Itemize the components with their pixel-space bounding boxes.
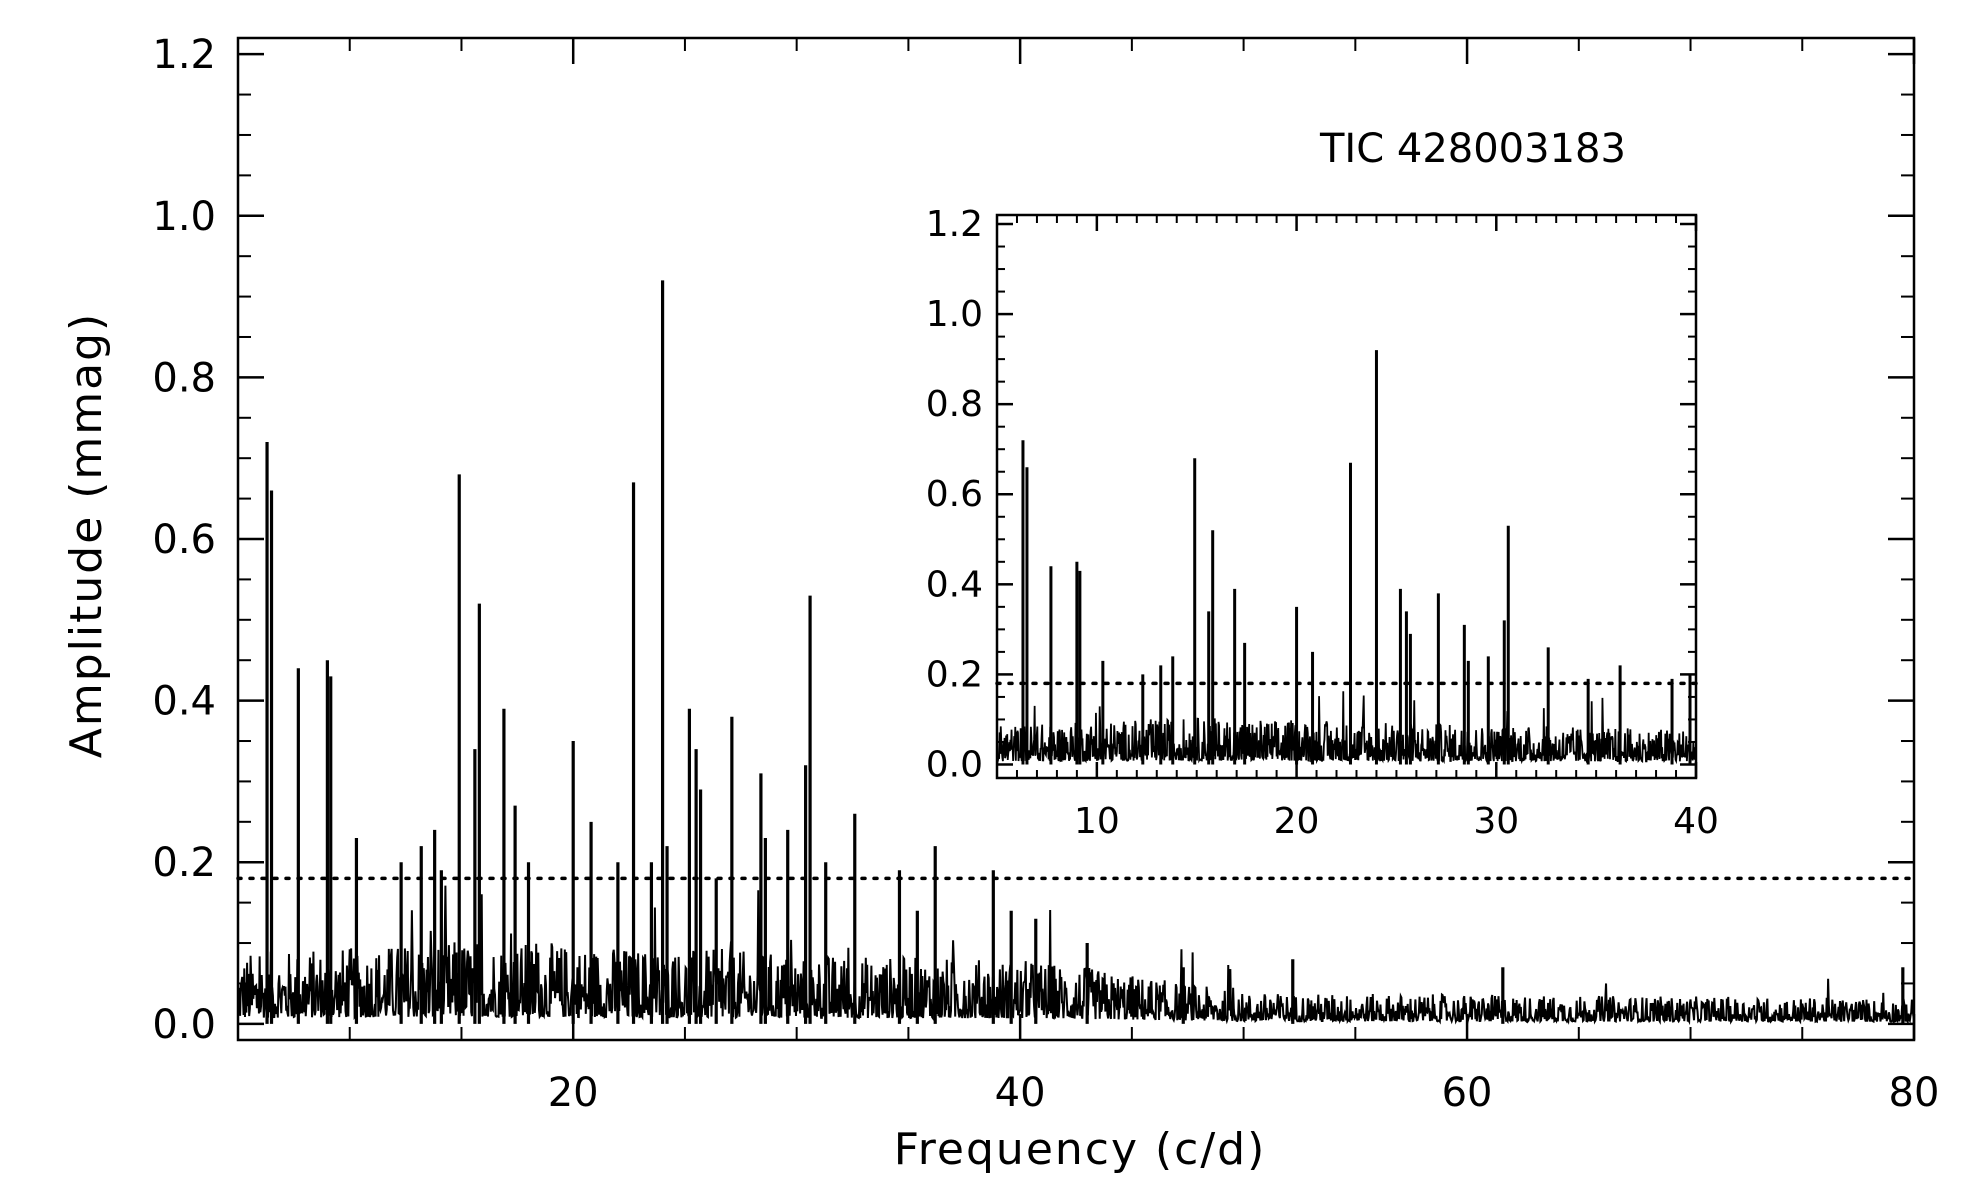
inset-x-tick-label-2: 30: [1473, 801, 1519, 842]
main-x-axis-label: Frequency (c/d): [894, 1124, 1267, 1175]
main-noise-spectrum: [237, 885, 1915, 1026]
main-y-tick-label-0: 0.0: [152, 1002, 216, 1048]
main-x-tick-label-0: 20: [548, 1070, 599, 1116]
main-y-tick-label-5: 1.0: [152, 194, 216, 240]
main-y-tick-label-2: 0.4: [152, 679, 216, 725]
main-plot: 20 40 60 80 0.0 0.2 0.4 0.6 0.8 1.0 1.2: [152, 32, 1939, 1116]
inset-x-tick-label-3: 40: [1673, 801, 1719, 842]
inset-y-tick-label-6: 1.2: [926, 204, 983, 245]
inset-x-tick-label-0: 10: [1074, 801, 1120, 842]
inset-frame: [995, 213, 1698, 780]
main-x-tick-label-1: 40: [995, 1070, 1046, 1116]
main-y-tick-label-6: 1.2: [152, 32, 216, 78]
inset-noise-spectrum: [996, 691, 1697, 765]
star-id-annotation: TIC 428003183: [1319, 126, 1626, 172]
inset-y-tick-label-1: 0.2: [926, 654, 983, 695]
inset-plot: 10 20 30 40 0.0 0.2 0.4 0.6 0.8 1.0 1.2: [926, 200, 1719, 842]
inset-y-tick-label-5: 1.0: [926, 294, 983, 335]
main-y-tick-label-4: 0.8: [152, 355, 216, 401]
inset-y-tick-label-0: 0.0: [926, 744, 983, 785]
main-y-tick-label-1: 0.2: [152, 840, 216, 886]
main-x-tick-label-3: 80: [1889, 1070, 1940, 1116]
inset-y-tick-label-2: 0.4: [926, 564, 983, 605]
inset-x-tick-label-1: 20: [1274, 801, 1320, 842]
main-y-tick-label-3: 0.6: [152, 517, 216, 563]
main-y-axis-label: Amplitude (mmag): [61, 312, 112, 758]
main-x-tick-label-2: 60: [1442, 1070, 1493, 1116]
inset-y-tick-label-4: 0.8: [926, 384, 983, 425]
inset-y-tick-label-3: 0.6: [926, 474, 983, 515]
